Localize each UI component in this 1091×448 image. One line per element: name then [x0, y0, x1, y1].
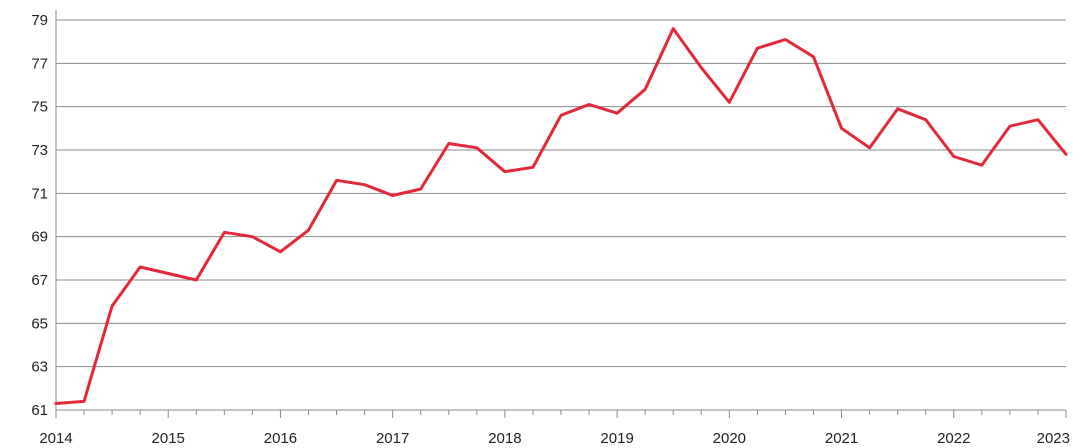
data-point [812, 55, 815, 59]
x-tick-label: 2022 [937, 430, 970, 447]
y-tick-label: 77 [31, 55, 48, 72]
data-point [756, 46, 759, 50]
data-point [784, 38, 787, 41]
x-tick-label: 2015 [152, 430, 185, 447]
x-tick-label: 2021 [825, 430, 858, 447]
x-tick-label: 2014 [39, 430, 72, 447]
data-point [952, 155, 955, 158]
x-tick-label: 2023 [1037, 430, 1070, 447]
y-tick-label: 69 [31, 229, 48, 246]
data-point [82, 400, 86, 403]
data-point [335, 179, 338, 182]
y-tick-label: 73 [31, 142, 48, 159]
y-tick-label: 75 [31, 99, 48, 116]
data-point [840, 127, 843, 130]
data-point [447, 142, 450, 145]
data-point [980, 163, 984, 167]
data-point [110, 304, 114, 308]
data-point [896, 107, 899, 111]
data-point [223, 231, 226, 234]
data-point [587, 103, 591, 106]
data-point [924, 118, 927, 121]
data-point [419, 187, 422, 191]
x-tick-label: 2016 [264, 430, 297, 447]
y-tick-label: 65 [31, 315, 48, 332]
x-tick-label: 2019 [600, 430, 633, 447]
data-point [363, 183, 366, 186]
y-tick-labels: 61 63 65 67 69 71 73 75 77 79 [31, 12, 48, 419]
y-tick-label: 79 [31, 12, 48, 29]
data-point [615, 111, 619, 115]
data-point [251, 235, 254, 238]
y-tick-label: 71 [31, 185, 48, 202]
x-tick-labels: 2014 2015 2016 2017 2018 2019 2020 2021 2022 2023 [39, 430, 1070, 447]
data-point [1064, 153, 1068, 156]
x-tick-label: 2018 [488, 430, 521, 447]
data-point [279, 250, 282, 254]
data-point [700, 66, 703, 69]
data-point [54, 402, 58, 405]
data-point [728, 101, 731, 104]
data-point [475, 146, 479, 150]
data-point [195, 278, 198, 282]
data-point [559, 114, 563, 117]
series [54, 27, 1068, 405]
grid [56, 19, 1066, 368]
y-tick-label: 63 [31, 359, 48, 376]
y-tick-label: 61 [31, 402, 48, 419]
data-point [1036, 118, 1040, 121]
data-point [391, 194, 394, 197]
x-tick-label: 2020 [713, 430, 746, 447]
data-point [307, 228, 310, 232]
series-line [54, 27, 1068, 405]
data-point [167, 272, 170, 275]
data-point [531, 166, 535, 169]
y-tick-label: 67 [31, 272, 48, 289]
axes [55, 10, 1067, 418]
data-point [868, 146, 871, 150]
data-point [672, 27, 675, 30]
data-point [138, 265, 142, 269]
x-tick-label: 2017 [376, 430, 409, 447]
data-point [503, 170, 507, 173]
data-point [643, 88, 647, 91]
data-point [1008, 124, 1012, 128]
